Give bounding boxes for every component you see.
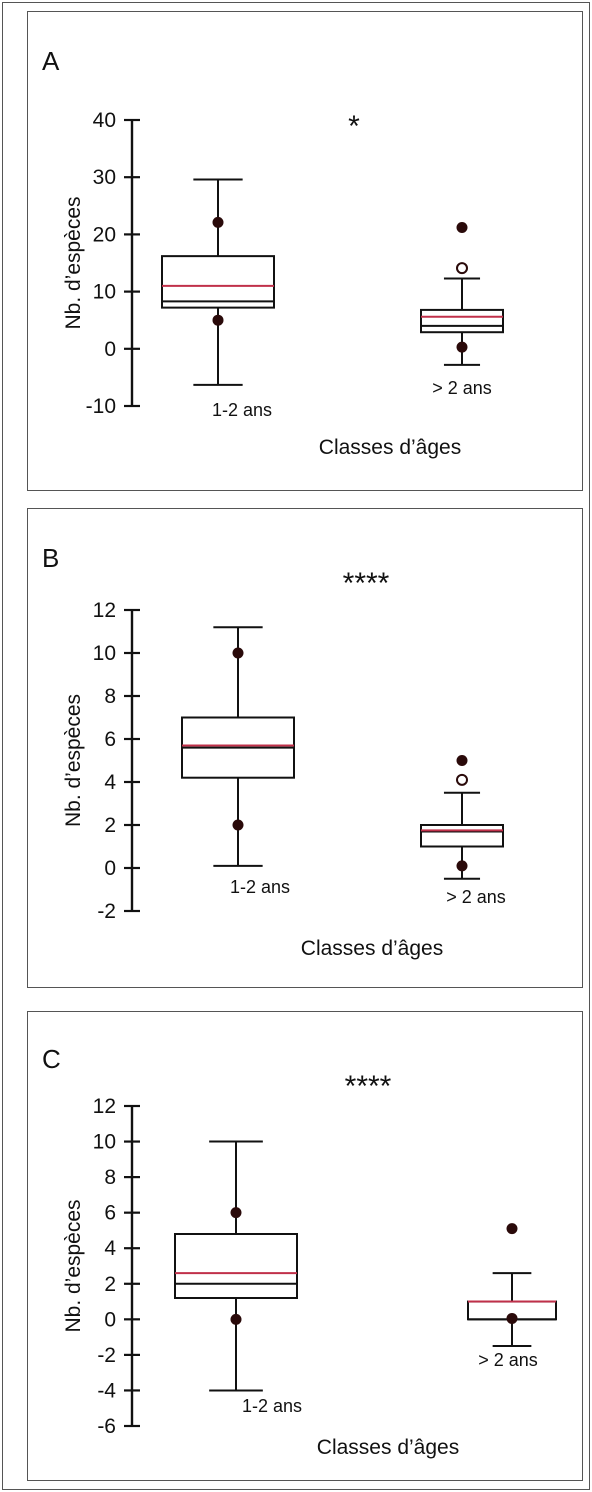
chart-a: A * 40 30 20 10 0 -10 Nb. d’espèces Classes d’âge… (42, 46, 504, 459)
y-tick-label: 12 (93, 1095, 116, 1118)
y-tick-label: 4 (104, 771, 116, 794)
y-axis-title: Nb. d’espèces (62, 694, 85, 827)
y-tick-label: 2 (104, 814, 116, 837)
outlier-point-filled (506, 1223, 518, 1235)
y-tick-label: 0 (104, 857, 116, 880)
panel-label: C (42, 1044, 61, 1074)
significance-marker: **** (343, 567, 390, 600)
y-tick-label: 4 (104, 1237, 116, 1260)
y-tick-label: -2 (97, 900, 116, 923)
outlier-point-filled (456, 341, 468, 353)
outlier-point-open (456, 773, 468, 786)
outlier-point-open (456, 262, 468, 275)
x-axis-title: Classes d’âges (301, 937, 443, 960)
outlier-point-filled (230, 1207, 242, 1219)
y-tick-label: 10 (93, 281, 116, 304)
chart-c: C **** 12 10 8 6 4 2 0 -2 -4 -6 Nb. d’espèces Classes… (42, 1044, 557, 1459)
x-axis-title: Classes d’âges (317, 1436, 459, 1459)
outlier-point-filled (230, 1313, 242, 1325)
y-tick-label: 30 (93, 166, 116, 189)
y-axis-title: Nb. d’espèces (62, 196, 85, 329)
y-tick-label: -2 (97, 1344, 116, 1367)
box-iqr (420, 824, 504, 848)
y-tick-label: -4 (97, 1379, 116, 1402)
y-tick-label: 0 (104, 1308, 116, 1331)
panel-a: A * 40 30 20 10 0 -10 Nb. d’espèces Classes d’âge… (27, 11, 583, 491)
outlier-point-filled (456, 860, 468, 872)
significance-marker: * (348, 110, 360, 143)
chart-b: B **** 12 10 8 6 4 2 0 -2 Nb. d’espèces Classes d’â… (42, 543, 506, 960)
x-axis-title: Classes d’âges (319, 436, 461, 459)
outlier-point-filled (212, 314, 224, 326)
outlier-point-filled (232, 819, 244, 831)
outlier-point-filled (506, 1312, 518, 1324)
box-iqr (420, 308, 504, 334)
outlier-point-filled (212, 216, 224, 228)
outlier-point-filled (456, 755, 468, 766)
group-label: 1-2 ans (212, 400, 272, 420)
group-label: > 2 ans (446, 887, 506, 907)
panel-label: B (42, 543, 59, 573)
panel-label: A (42, 46, 60, 76)
y-tick-label: 8 (104, 685, 116, 708)
significance-marker: **** (345, 1070, 392, 1103)
y-axis-title: Nb. d’espèces (62, 1199, 85, 1332)
y-tick-label: 0 (104, 338, 116, 361)
y-tick-label: -6 (97, 1415, 116, 1438)
group-label: 1-2 ans (230, 877, 290, 897)
y-tick-label: 10 (93, 1131, 116, 1154)
group-label: 1-2 ans (242, 1396, 302, 1416)
y-tick-label: 10 (93, 642, 116, 665)
outlier-point-filled (456, 222, 468, 234)
box-iqr (161, 255, 275, 309)
panel-c: C **** 12 10 8 6 4 2 0 -2 -4 -6 Nb. d’espèces Classes… (27, 1011, 583, 1481)
y-tick-label: 6 (104, 1202, 116, 1225)
group-label: > 2 ans (478, 1350, 538, 1370)
y-tick-label: 40 (93, 109, 116, 132)
y-tick-label: 20 (93, 223, 116, 246)
panel-b: B **** 12 10 8 6 4 2 0 -2 Nb. d’espèces Classes d’â… (27, 508, 583, 988)
y-tick-label: 6 (104, 728, 116, 751)
y-tick-label: 2 (104, 1273, 116, 1296)
y-tick-label: 8 (104, 1166, 116, 1189)
box-iqr (174, 1233, 298, 1299)
outlier-point-filled (232, 647, 244, 659)
y-tick-label: -10 (86, 395, 116, 418)
y-tick-label: 12 (93, 599, 116, 622)
group-label: > 2 ans (432, 378, 492, 398)
